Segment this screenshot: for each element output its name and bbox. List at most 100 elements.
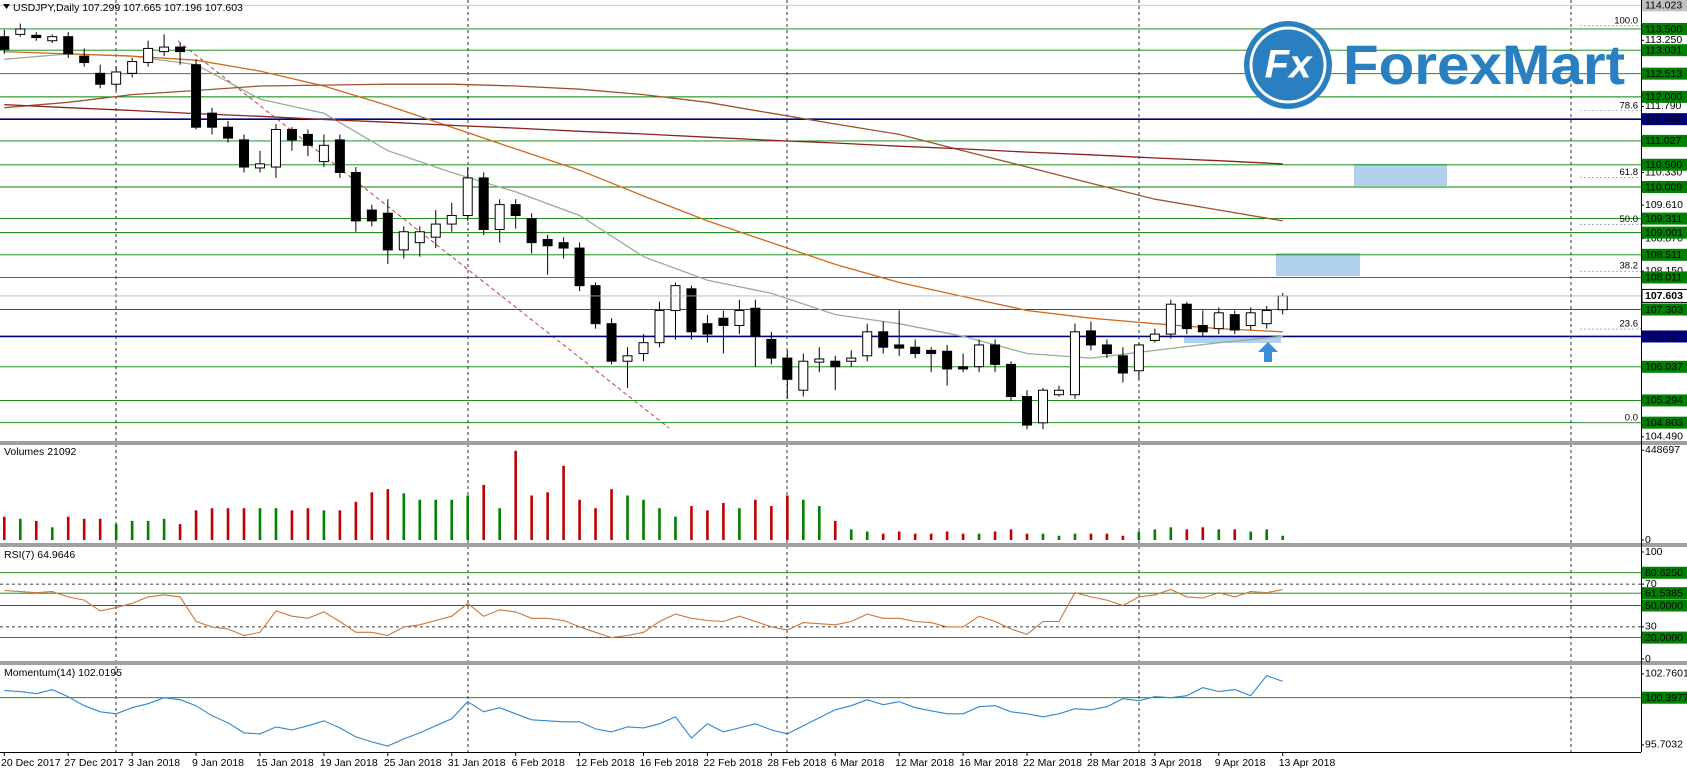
header-open: 107.299 [82, 2, 120, 14]
candle-body [1213, 312, 1224, 330]
volume-bar [1153, 529, 1157, 540]
candle-body [398, 231, 409, 251]
candle-body [910, 346, 921, 355]
candle-body [1149, 333, 1160, 341]
data-layer [0, 4, 1641, 747]
x-tick-label: 20 Dec 2017 [1, 757, 61, 769]
main-header: USDJPY,Daily 107.299 107.665 107.196 107… [13, 2, 243, 14]
candle-body [574, 247, 585, 287]
volume-bar [722, 502, 725, 540]
candle-body [990, 344, 1001, 365]
candle-body [974, 344, 985, 368]
zone [1184, 337, 1281, 343]
candle-body [1069, 331, 1080, 396]
volume-bar [306, 508, 310, 540]
volume-bar [498, 508, 501, 540]
volume-header: Volumes 21092 [4, 446, 77, 458]
trend-line [177, 40, 670, 429]
x-tick-label: 25 Jan 2018 [384, 757, 442, 769]
level-box [1642, 271, 1687, 284]
logo-circle [1244, 21, 1332, 109]
volume-bar [865, 531, 869, 540]
level-box [1642, 158, 1687, 171]
candle-body [1038, 389, 1048, 424]
candle-body [942, 350, 953, 370]
volume-bar [1121, 535, 1125, 540]
x-tick-label: 15 Jan 2018 [256, 757, 314, 769]
volume-bar [1201, 527, 1205, 540]
volume-bar [3, 516, 6, 540]
candle-body [654, 310, 665, 344]
y-tick-label: 100 [1645, 546, 1663, 558]
header-low: 107.196 [164, 2, 202, 14]
volume-bar [98, 518, 102, 540]
volume-bar [1217, 529, 1221, 540]
candle-body [382, 212, 393, 251]
fib-label: 100.0 [1614, 15, 1638, 26]
x-tick-label: 28 Feb 2018 [767, 757, 826, 769]
volume-bar [642, 499, 645, 540]
volume-bar [802, 499, 805, 540]
candle-body [1245, 312, 1256, 326]
volume-bar [897, 531, 901, 540]
level-box [1642, 416, 1687, 429]
volume-bar [849, 529, 853, 540]
level-box [1642, 691, 1687, 704]
candle-body [718, 317, 729, 326]
moving-average [4, 53, 1283, 359]
x-tick-label: 16 Mar 2018 [959, 757, 1018, 769]
candle-body [1165, 303, 1176, 335]
level-label: 110.009 [1645, 181, 1682, 193]
volume-bar [674, 516, 677, 540]
panel-separator [0, 661, 1687, 665]
volume-bar [130, 520, 134, 540]
candle-body [414, 231, 425, 244]
y-tick-label: 95.7032 [1645, 739, 1683, 751]
candle-body [590, 285, 601, 325]
volume-bar [658, 508, 661, 540]
level-label: 109.311 [1645, 213, 1682, 225]
level-box [1642, 330, 1687, 343]
candle-body [47, 36, 58, 42]
level-label: 80.6250 [1645, 567, 1683, 579]
level-box [1642, 67, 1687, 80]
volume-bar [322, 510, 326, 540]
volume-bar [418, 499, 422, 540]
x-tick-label: 22 Feb 2018 [703, 757, 762, 769]
candle-body [606, 323, 617, 362]
level-box [1642, 113, 1687, 126]
level-label: 61.5385 [1645, 587, 1683, 599]
volume-bar [929, 533, 933, 540]
candle-body [670, 285, 681, 312]
x-tick-label: 6 Feb 2018 [512, 757, 565, 769]
level-label: 111.027 [1645, 135, 1682, 147]
y-tick-label: 0 [1645, 534, 1651, 546]
level-label: 113.031 [1645, 44, 1682, 56]
candle-body [1117, 355, 1128, 374]
level-label: 105.294 [1645, 395, 1683, 407]
x-tick-label: 22 Mar 2018 [1023, 757, 1082, 769]
candle-body [239, 139, 249, 168]
level-box [1642, 566, 1687, 579]
candle-body [207, 112, 218, 128]
candle-body [159, 46, 170, 53]
candle-body [478, 177, 489, 231]
candle-body [814, 358, 825, 363]
candle-body [111, 71, 122, 85]
candle-body [1229, 314, 1240, 331]
candle-body [750, 307, 761, 337]
volume-bar [690, 506, 693, 540]
rsi-current: 64.9646 [37, 549, 75, 561]
volume-bar [210, 508, 214, 540]
volume-bar [1249, 531, 1253, 540]
level-label: 108.511 [1645, 249, 1682, 261]
candle-body [766, 339, 777, 359]
level-box [1642, 212, 1687, 225]
volume-bar [338, 510, 342, 540]
level-box [1642, 360, 1687, 373]
volume-bar [913, 533, 917, 540]
logo-name: ForexMart [1343, 33, 1625, 96]
volume-bar [626, 495, 629, 540]
